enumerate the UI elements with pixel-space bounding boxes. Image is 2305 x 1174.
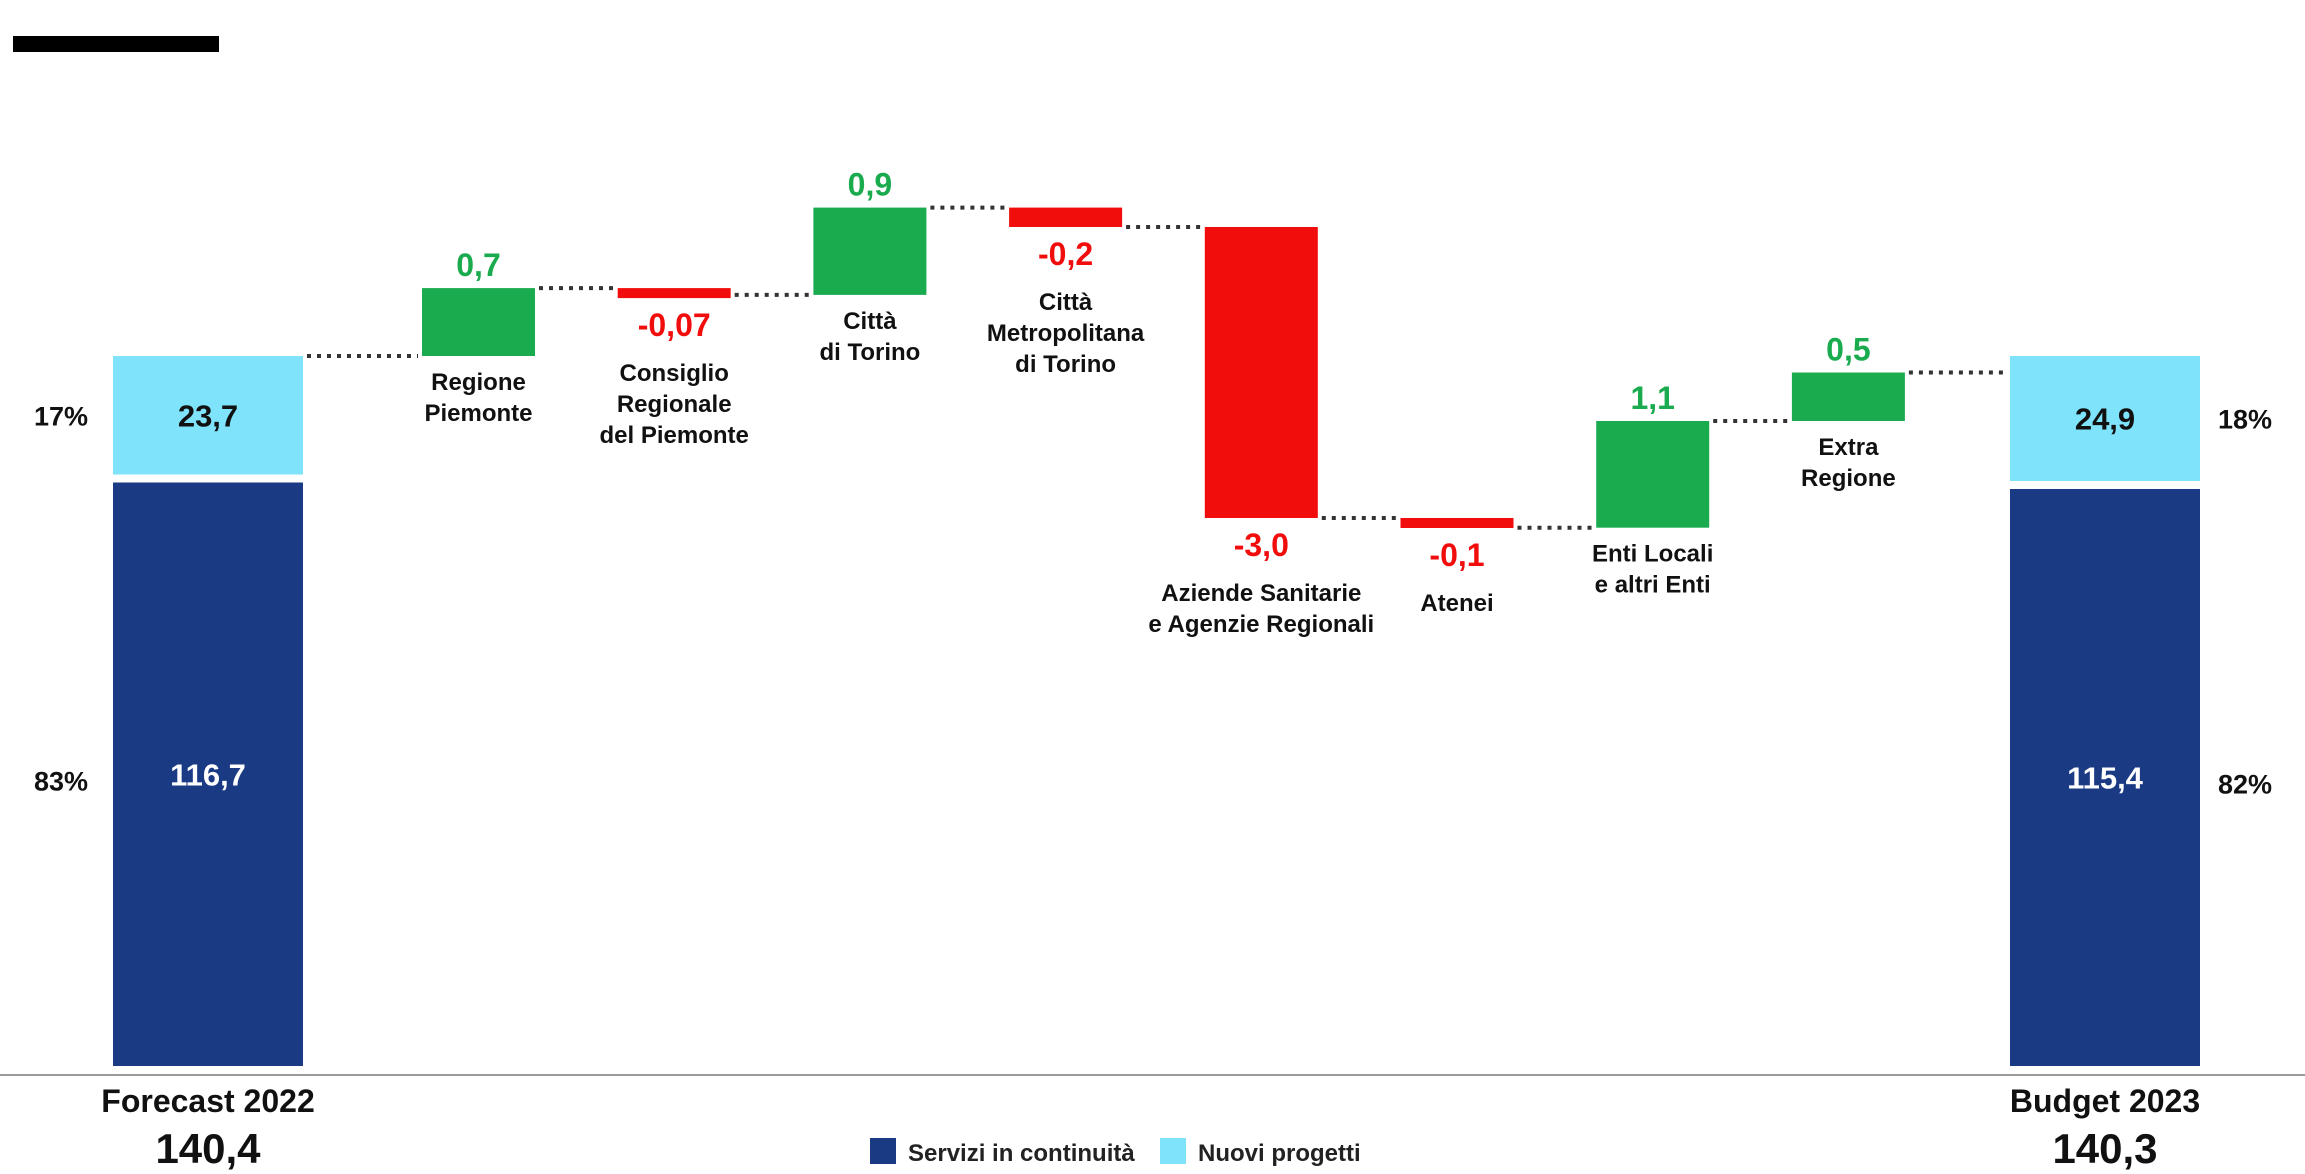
legend-label-2: Nuovi progetti [1198,1140,1361,1167]
step-value-label-3: 0,9 [848,167,892,203]
step-name-label-3-2: di Torino [819,339,920,366]
step-name-label-7-1: Enti Locali [1592,541,1713,568]
step-value-label-6: -0,1 [1429,537,1484,573]
end-total-label: 140,3 [2052,1125,2157,1172]
chart-marks: 116,7 23,7 17% 83% Forecast 2022 140,4 0,7 Regi… [34,167,2272,1172]
step-bar-5 [1205,227,1318,518]
step-name-label-2-3: del Piemonte [600,422,749,449]
step-name-label-4-2: Metropolitana [987,320,1145,347]
step-value-label-5: -3,0 [1234,527,1289,563]
step-name-label-4-1: Città [1039,289,1093,316]
step-name-label-6-1: Atenei [1420,590,1493,617]
step-name-label-5-1: Aziende Sanitarie [1161,580,1361,607]
legend-label-1: Servizi in continuità [908,1140,1135,1167]
start-total-label: 140,4 [155,1125,261,1172]
step-name-label-4-3: di Torino [1015,351,1116,378]
legend-swatch-1 [870,1138,896,1164]
step-bar-3 [813,208,926,295]
title-placeholder-bar [13,36,219,52]
step-name-label-5-2: e Agenzie Regionali [1148,611,1374,638]
step-value-label-1: 0,7 [456,247,500,283]
step-name-label-1-2: Piemonte [424,400,532,427]
step-name-label-7-2: e altri Enti [1595,572,1711,599]
step-bar-1 [422,288,535,356]
start-share-servizi: 83% [34,766,88,796]
step-value-label-4: -0,2 [1038,236,1093,272]
start-label-servizi: 116,7 [170,757,246,792]
step-name-label-8-2: Regione [1801,465,1896,492]
step-name-label-8-1: Extra [1818,434,1879,461]
step-name-label-2-1: Consiglio [620,360,729,387]
start-category-label: Forecast 2022 [101,1083,314,1119]
step-name-label-2-2: Regionale [617,391,732,418]
step-name-label-1-1: Regione [431,369,526,396]
step-value-label-2: -0,07 [638,307,711,343]
step-bar-8 [1792,372,1905,421]
step-bar-2 [618,288,731,298]
end-share-nuovi: 18% [2218,405,2272,435]
step-bar-7 [1596,421,1709,528]
end-label-nuovi: 24,9 [2075,402,2135,437]
legend-swatch-2 [1160,1138,1186,1164]
end-label-servizi: 115,4 [2067,761,2144,796]
step-value-label-8: 0,5 [1826,331,1870,367]
step-bar-4 [1009,208,1122,227]
step-value-label-7: 1,1 [1630,380,1674,416]
end-category-label: Budget 2023 [2010,1083,2200,1119]
step-bar-6 [1401,518,1514,528]
start-label-nuovi: 23,7 [178,398,238,433]
start-share-nuovi: 17% [34,401,88,431]
step-name-label-3-1: Città [843,308,897,335]
end-share-servizi: 82% [2218,770,2272,800]
